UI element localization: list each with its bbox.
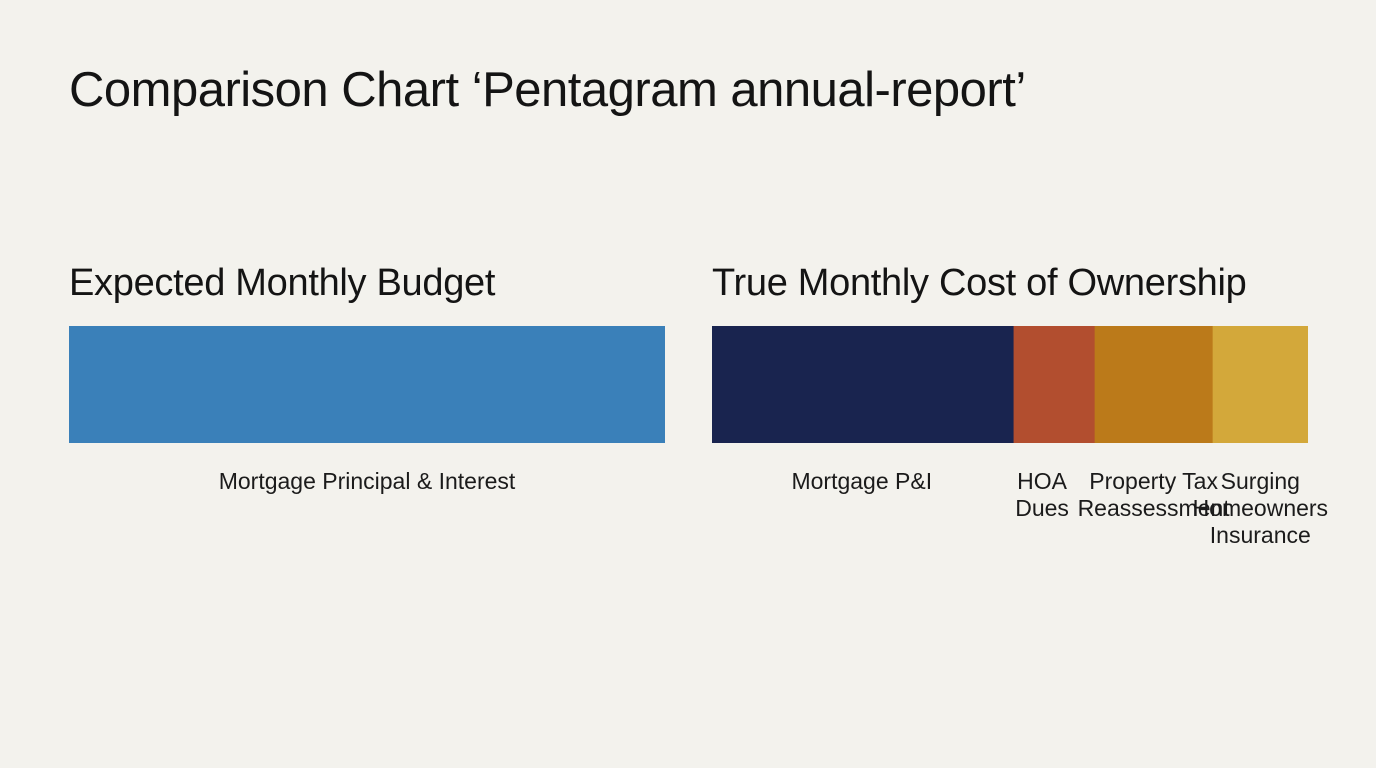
expected-budget-labels: Mortgage Principal & Interest (69, 468, 665, 568)
true-cost-bar (712, 326, 1308, 443)
true-cost-labels: Mortgage P&I HOA Dues Property Tax Reasses… (712, 468, 1328, 568)
segment-label-1-3: Surging Homeowners Insurance (1192, 468, 1329, 548)
bar-segment-1-1 (1013, 326, 1096, 443)
segment-label-0-0: Mortgage Principal & Interest (218, 468, 516, 494)
segment-label-1-1: HOA Dues (1015, 468, 1069, 521)
true-cost-title: True Monthly Cost of Ownership (712, 262, 1247, 304)
segment-label-1-2: Property Tax Reassessment (1077, 468, 1230, 521)
true-cost-panel: True Monthly Cost of Ownership Mortgage … (712, 262, 1328, 548)
bar-segment-1-2 (1094, 326, 1214, 443)
expected-budget-title: Expected Monthly Budget (69, 262, 496, 304)
bar-segment-1-3 (1212, 326, 1308, 443)
expected-budget-panel: Expected Monthly Budget Mortgage Princip… (69, 262, 665, 494)
page-title: Comparison Chart ‘Pentagram annual-repor… (69, 63, 1026, 117)
expected-budget-bar (69, 326, 665, 443)
bar-segment-1-0 (712, 326, 1015, 443)
bar-segment-0-0 (69, 326, 665, 443)
segment-label-1-0: Mortgage P&I (791, 468, 933, 494)
